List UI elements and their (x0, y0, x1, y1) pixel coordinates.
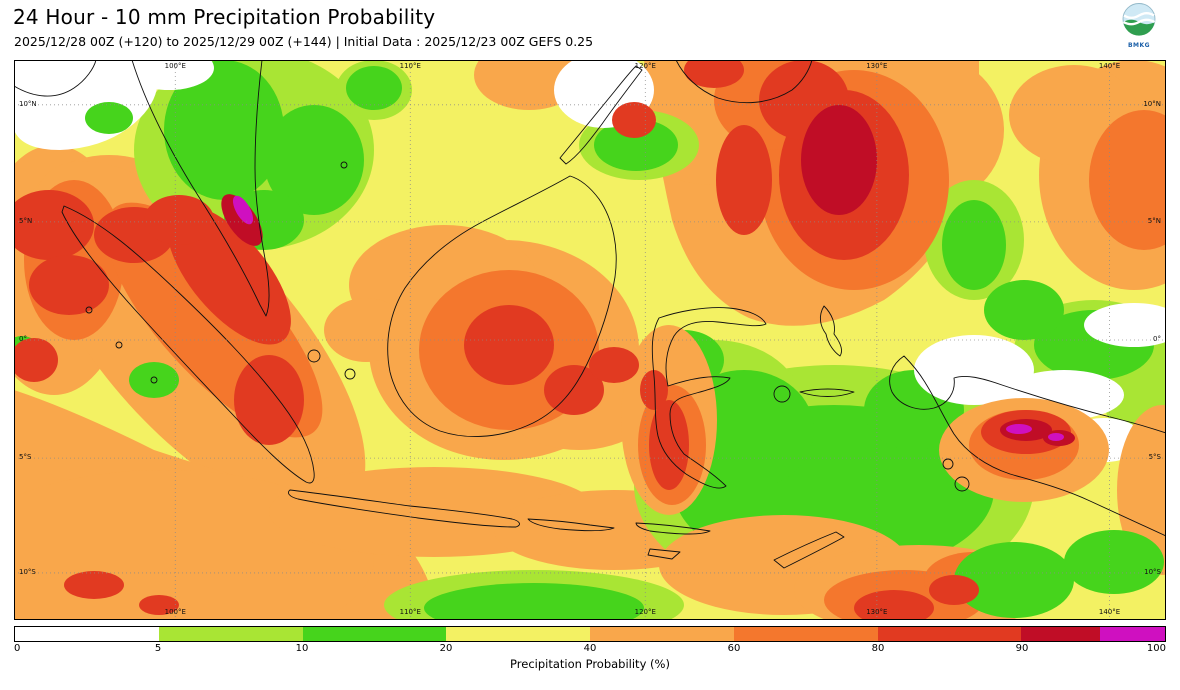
colorbar-tick-label: 100 (1146, 643, 1166, 654)
bmkg-logo: BMKG (1116, 2, 1162, 49)
colorbar-tick-label: 0 (14, 643, 21, 654)
colorbar-segment (446, 627, 590, 641)
colorbar-tick-label: 90 (1015, 643, 1029, 654)
colorbar-segment (15, 627, 159, 641)
colorbar-segment (733, 627, 878, 641)
page-title: 24 Hour - 10 mm Precipitation Probabilit… (13, 5, 436, 29)
colorbar-scale (14, 626, 1166, 642)
page-subtitle: 2025/12/28 00Z (+120) to 2025/12/29 00Z … (14, 34, 594, 49)
map-border (14, 60, 1166, 620)
colorbar: 0 5 10 20 40 60 80 90 100 Precipitation Probabil… (14, 626, 1166, 671)
colorbar-tick-label: 10 (295, 643, 309, 654)
colorbar-tick-label: 40 (583, 643, 597, 654)
coastlines (14, 60, 1166, 569)
green-regions-late (85, 102, 1164, 618)
colorbar-title: Precipitation Probability (%) (510, 657, 670, 671)
map-area: 100°E 100°E 110°E 110°E 120°E 120°E 130°E 130°E… (14, 60, 1166, 620)
colorbar-tick-label: 80 (871, 643, 885, 654)
colorbar-segment (1100, 627, 1165, 641)
colorbar-tick-label: 20 (439, 643, 453, 654)
colorbar-segment (302, 627, 447, 641)
white-regions (14, 60, 1166, 462)
colorbar-segment (590, 627, 734, 641)
colorbar-tick-label: 60 (727, 643, 741, 654)
bmkg-logo-text: BMKG (1127, 42, 1151, 49)
bmkg-globe-icon (1122, 3, 1156, 36)
colorbar-segment (158, 627, 303, 641)
magenta-regions (232, 195, 1064, 441)
precipitation-map (14, 60, 1166, 620)
colorbar-segment (1021, 627, 1101, 641)
colorbar-tick-label: 5 (154, 643, 162, 654)
colorbar-ticks: 0 5 10 20 40 60 80 90 100 (14, 642, 1166, 656)
colorbar-segment (877, 627, 1022, 641)
gridlines (14, 60, 1166, 620)
